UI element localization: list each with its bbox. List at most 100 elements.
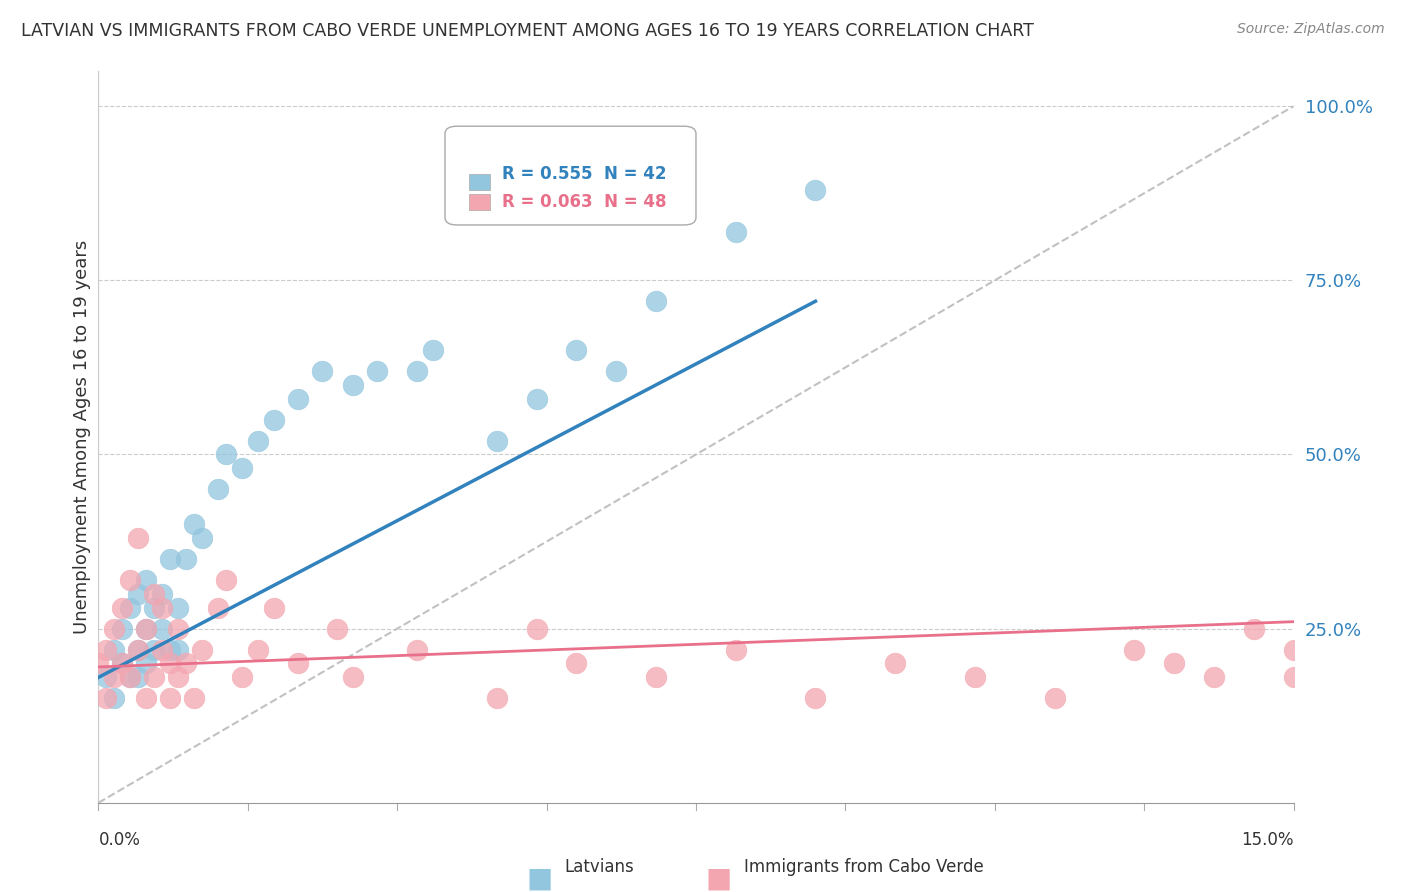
Point [724,642,747,657]
Point [143,670,166,684]
Point [135,657,157,671]
Text: Latvians: Latvians [565,858,634,876]
Point [526,622,548,636]
Point [120,670,142,684]
Point [215,573,238,587]
Point [87,657,110,671]
Point [246,434,269,448]
Point [127,670,149,684]
Point [159,552,181,566]
Point [645,294,668,309]
Point [183,517,205,532]
Point [1123,642,1146,657]
Text: 0.0%: 0.0% [98,830,141,848]
Point [143,587,166,601]
Point [159,691,181,706]
Point [215,448,238,462]
Point [96,642,118,657]
Point [246,642,269,657]
Point [143,642,166,657]
Point [1243,622,1265,636]
Point [120,573,142,587]
Point [150,587,173,601]
Point [724,225,747,239]
Point [326,622,349,636]
Point [159,642,181,657]
Point [150,600,173,615]
Point [207,483,229,497]
Point [422,343,444,357]
Point [963,670,986,684]
Point [342,670,364,684]
Point [565,657,588,671]
Point [167,622,190,636]
Point [111,600,134,615]
Point [231,670,253,684]
Point [150,622,173,636]
Point [804,183,827,197]
Point [1282,670,1305,684]
Text: R = 0.555  N = 42: R = 0.555 N = 42 [502,165,666,183]
Point [174,657,197,671]
Point [263,600,285,615]
Point [143,600,166,615]
Point [287,657,309,671]
Point [526,392,548,406]
Point [311,364,333,378]
Text: 15.0%: 15.0% [1241,830,1294,848]
Y-axis label: Unemployment Among Ages 16 to 19 years: Unemployment Among Ages 16 to 19 years [73,240,91,634]
Point [120,600,142,615]
Point [167,600,190,615]
Point [167,642,190,657]
FancyBboxPatch shape [446,126,696,225]
Point [231,461,253,475]
Point [127,531,149,545]
Point [103,670,125,684]
Point [111,657,134,671]
Text: LATVIAN VS IMMIGRANTS FROM CABO VERDE UNEMPLOYMENT AMONG AGES 16 TO 19 YEARS COR: LATVIAN VS IMMIGRANTS FROM CABO VERDE UN… [21,22,1033,40]
Point [366,364,388,378]
Point [342,377,364,392]
Point [103,691,125,706]
Point [1043,691,1066,706]
Point [103,622,125,636]
Point [406,642,429,657]
Point [96,670,118,684]
Point [804,691,827,706]
Point [1202,670,1225,684]
Point [565,343,588,357]
Point [96,691,118,706]
Text: Source: ZipAtlas.com: Source: ZipAtlas.com [1237,22,1385,37]
Point [135,691,157,706]
FancyBboxPatch shape [470,174,489,190]
FancyBboxPatch shape [470,194,489,211]
Text: R = 0.063  N = 48: R = 0.063 N = 48 [502,194,666,211]
Point [287,392,309,406]
Point [103,642,125,657]
Point [135,622,157,636]
Point [485,434,508,448]
Point [191,531,214,545]
Point [207,600,229,615]
Point [127,642,149,657]
Point [1282,642,1305,657]
Point [406,364,429,378]
Point [183,691,205,706]
Text: ■: ■ [526,865,553,892]
Point [1163,657,1185,671]
Point [159,657,181,671]
Point [191,642,214,657]
Point [174,552,197,566]
Point [120,670,142,684]
Point [111,657,134,671]
Point [135,573,157,587]
Point [111,622,134,636]
Point [884,657,907,671]
Point [127,642,149,657]
Point [605,364,627,378]
Point [263,412,285,426]
Point [167,670,190,684]
Text: Immigrants from Cabo Verde: Immigrants from Cabo Verde [744,858,984,876]
Point [127,587,149,601]
Point [135,622,157,636]
